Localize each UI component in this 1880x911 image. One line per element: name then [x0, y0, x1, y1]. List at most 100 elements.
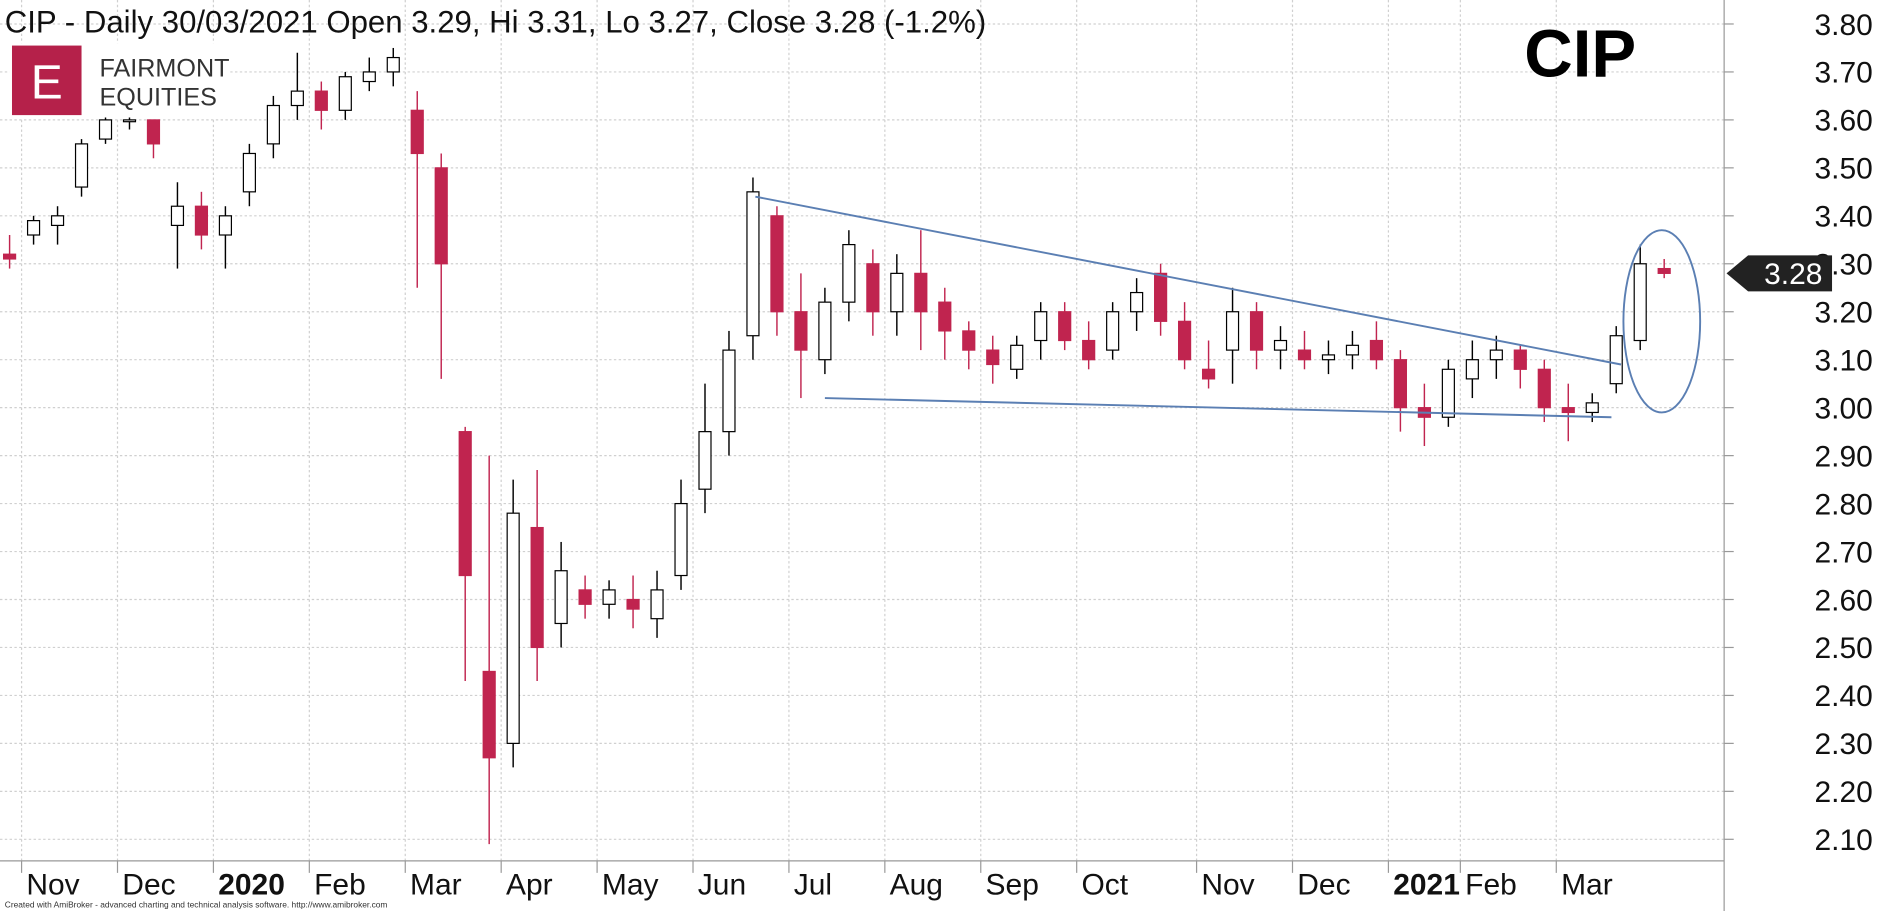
x-tick-label: May [602, 868, 659, 901]
candle-body [146, 119, 161, 145]
candle-body [170, 205, 185, 227]
candle-body [1657, 267, 1671, 274]
x-tick-label: Jun [698, 868, 746, 901]
y-tick-label: 3.80 [1814, 9, 1872, 42]
x-tick-label: Feb [314, 868, 366, 901]
candle-body [1297, 349, 1312, 361]
candle-body [1058, 311, 1072, 342]
candle-body [1130, 291, 1144, 313]
y-tick-label: 2.50 [1814, 632, 1872, 665]
candle-body [1106, 311, 1120, 351]
candle-body [1465, 359, 1479, 380]
logo-box [11, 45, 82, 116]
candle-body [218, 215, 233, 236]
candle-body [698, 431, 712, 490]
candle-body [650, 589, 664, 620]
candle-body [1393, 359, 1408, 409]
y-tick-label: 2.90 [1814, 440, 1872, 473]
candle-body [506, 512, 520, 744]
candle-body [1273, 339, 1288, 351]
candle-body [1609, 335, 1623, 385]
y-tick-label: 3.60 [1814, 105, 1872, 138]
y-tick-label: 2.30 [1814, 728, 1872, 761]
x-tick-label: Dec [1297, 868, 1350, 901]
y-tick-label: 2.40 [1814, 680, 1872, 713]
candle-body [770, 215, 784, 313]
candle-body [722, 349, 736, 433]
candle-body [962, 330, 976, 351]
x-tick-label: 2020 [218, 868, 285, 901]
symbol-label: CIP [1524, 17, 1636, 92]
x-tick-label: Nov [1201, 868, 1254, 901]
candle-body [1249, 311, 1264, 351]
candle-body [1561, 407, 1575, 414]
candle-body [1010, 344, 1024, 370]
candle-body [1633, 263, 1647, 342]
y-tick-label: 2.70 [1814, 536, 1872, 569]
candle-body [818, 301, 832, 361]
logo-line2: EQUITIES [100, 84, 217, 112]
candle-body [290, 90, 304, 107]
candle-body [26, 220, 41, 236]
logo-letter: E [31, 56, 63, 109]
grid [0, 0, 1734, 873]
y-tick-label: 3.00 [1814, 392, 1872, 425]
candles [2, 47, 1702, 845]
candle-body [1082, 339, 1096, 361]
y-tick-label: 3.50 [1814, 153, 1872, 186]
candle-body [986, 349, 1000, 366]
candle-body [482, 670, 496, 759]
candle-body [1177, 320, 1192, 361]
candle-body [674, 502, 688, 577]
candle-body [242, 152, 256, 193]
footer: Created with AmiBroker - advanced charti… [5, 900, 388, 910]
candle-body [578, 589, 592, 605]
candle-body [602, 589, 616, 605]
candle-body [1321, 354, 1336, 361]
candle-body [1369, 339, 1384, 361]
candle-body [554, 570, 568, 625]
y-tick-label: 2.60 [1814, 584, 1872, 617]
candle-body [890, 272, 904, 313]
candle-body [1441, 368, 1455, 418]
logo-line1: FAIRMONT [100, 55, 230, 83]
candle-body [1201, 368, 1216, 380]
candle-body [842, 243, 856, 303]
candle-body [1537, 368, 1551, 409]
candle-body [458, 431, 472, 577]
candle-body [1225, 311, 1240, 351]
candle-body [2, 253, 17, 260]
candle-body [50, 215, 65, 227]
logo: E FAIRMONT EQUITIES [9, 43, 231, 118]
x-tick-label: Jul [794, 868, 832, 901]
candle-body [530, 526, 544, 649]
y-tick-label: 3.70 [1814, 57, 1872, 90]
y-tick-label: 2.10 [1814, 824, 1872, 857]
candle-body [362, 71, 376, 83]
candle-body [74, 143, 89, 188]
x-tick-label: Apr [506, 868, 553, 901]
trendline [755, 195, 1622, 366]
y-tick-label: 3.20 [1814, 297, 1872, 330]
x-tick-label: 2021 [1393, 868, 1460, 901]
x-tick-label: Mar [410, 868, 462, 901]
candle-body [386, 56, 400, 73]
x-tick-label: Sep [986, 868, 1039, 901]
candle-body [1154, 272, 1168, 322]
x-tick-label: Oct [1081, 868, 1128, 901]
last-price-label: 3.28 [1764, 258, 1822, 291]
x-tick-label: Feb [1465, 868, 1517, 901]
candle-body [266, 104, 280, 145]
highlight-ellipse [1622, 229, 1702, 414]
x-tick-label: Nov [26, 868, 79, 901]
x-tick-label: Mar [1561, 868, 1613, 901]
candle-body [314, 90, 328, 111]
trendline [824, 397, 1612, 419]
candle-body [338, 76, 352, 111]
last-price-tag [1726, 255, 1833, 292]
candle-body [626, 598, 640, 610]
candle-body [1585, 402, 1599, 414]
candle-body [1034, 311, 1048, 342]
